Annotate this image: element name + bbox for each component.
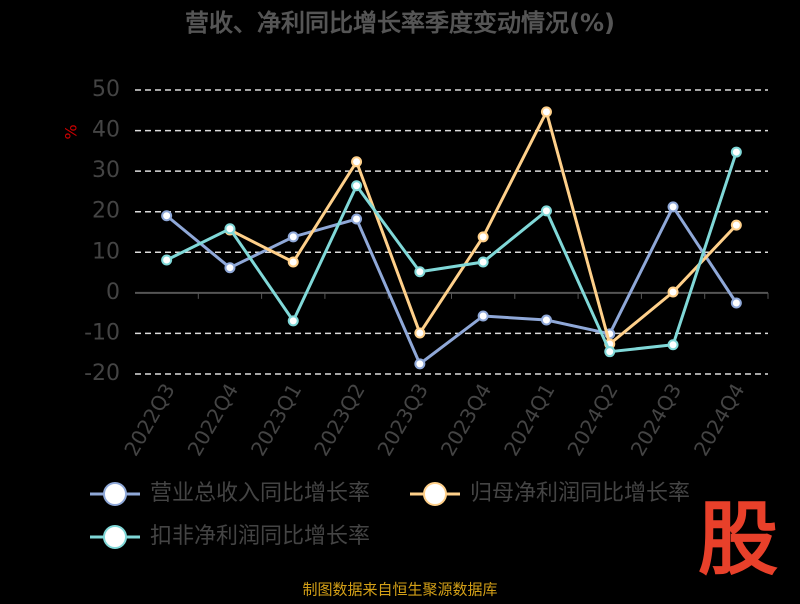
data-point [287, 315, 299, 327]
data-point [667, 339, 679, 351]
y-tick-label: 10 [92, 239, 120, 264]
y-tick-label: 50 [92, 77, 120, 102]
y-tick-label: 20 [92, 199, 120, 224]
y-tick-label: 0 [106, 280, 120, 305]
legend-marker [103, 525, 127, 549]
data-point [540, 106, 552, 118]
data-point [730, 219, 742, 231]
legend-marker [423, 482, 447, 506]
data-point [224, 223, 236, 235]
data-point [477, 256, 489, 268]
legend-marker [103, 482, 127, 506]
y-tick-label: 30 [92, 158, 120, 183]
legend-label: 扣非净利润同比增长率 [150, 524, 370, 549]
data-point [540, 205, 552, 217]
data-point [667, 286, 679, 298]
data-point [161, 254, 173, 266]
y-tick-label: -10 [84, 320, 120, 345]
data-point [287, 256, 299, 268]
data-point [730, 297, 742, 309]
source-note: 制图数据来自恒生聚源数据库 [302, 581, 497, 599]
data-point [414, 358, 426, 370]
watermark: 股 [698, 493, 778, 586]
y-tick-label: -20 [84, 361, 120, 386]
data-point [414, 266, 426, 278]
legend-label: 归母净利润同比增长率 [470, 481, 690, 506]
data-point [540, 314, 552, 326]
y-axis-label: % [62, 124, 81, 139]
data-point [477, 310, 489, 322]
data-point [224, 262, 236, 274]
chart-title: 营收、净利同比增长率季度变动情况(%) [185, 9, 615, 37]
data-point [287, 231, 299, 243]
y-tick-label: 40 [92, 118, 120, 143]
series-line [165, 203, 738, 367]
data-point [414, 327, 426, 339]
data-point [667, 201, 679, 213]
data-point [604, 346, 616, 358]
series-line [165, 151, 738, 354]
data-point [730, 146, 742, 158]
data-point [161, 210, 173, 222]
data-point [351, 213, 363, 225]
data-point [351, 156, 363, 168]
legend-label: 营业总收入同比增长率 [150, 481, 370, 506]
data-point [351, 180, 363, 192]
data-point [477, 231, 489, 243]
